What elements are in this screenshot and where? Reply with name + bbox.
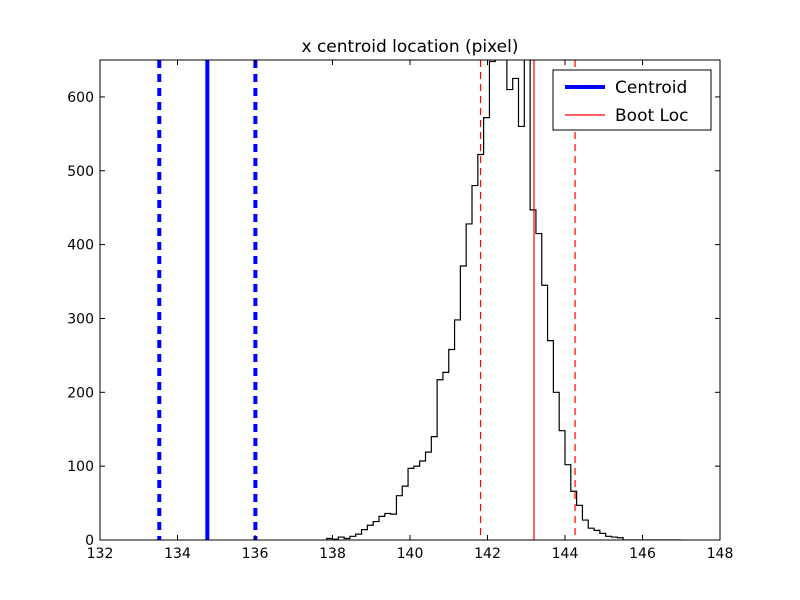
x-tick-label: 134: [164, 546, 191, 562]
y-tick-label: 400: [67, 238, 94, 254]
x-tick-label: 138: [319, 546, 346, 562]
x-axis: 132 134 136 138 140 142 144 146 148: [87, 60, 734, 562]
y-axis: 0 100 200 300 400 500 600: [67, 90, 720, 549]
x-tick-label: 146: [629, 546, 656, 562]
x-tick-label: 132: [87, 546, 114, 562]
plot-background: [100, 60, 720, 540]
y-tick-label: 200: [67, 385, 94, 401]
y-tick-label: 0: [85, 533, 94, 549]
y-tick-label: 300: [67, 311, 94, 327]
legend-label: Centroid: [615, 78, 687, 98]
y-tick-label: 100: [67, 459, 94, 475]
x-tick-label: 144: [552, 546, 579, 562]
x-tick-label: 142: [474, 546, 501, 562]
y-tick-label: 500: [67, 164, 94, 180]
legend: Centroid Boot Loc: [552, 69, 712, 131]
y-tick-label: 600: [67, 90, 94, 106]
legend-box: [552, 69, 712, 131]
legend-label: Boot Loc: [615, 106, 688, 126]
x-tick-label: 136: [242, 546, 269, 562]
x-tick-label: 148: [707, 546, 734, 562]
plot-area: [157, 60, 682, 540]
histogram-step: [326, 60, 682, 540]
chart-title: x centroid location (pixel): [302, 37, 519, 57]
x-tick-label: 140: [397, 546, 424, 562]
